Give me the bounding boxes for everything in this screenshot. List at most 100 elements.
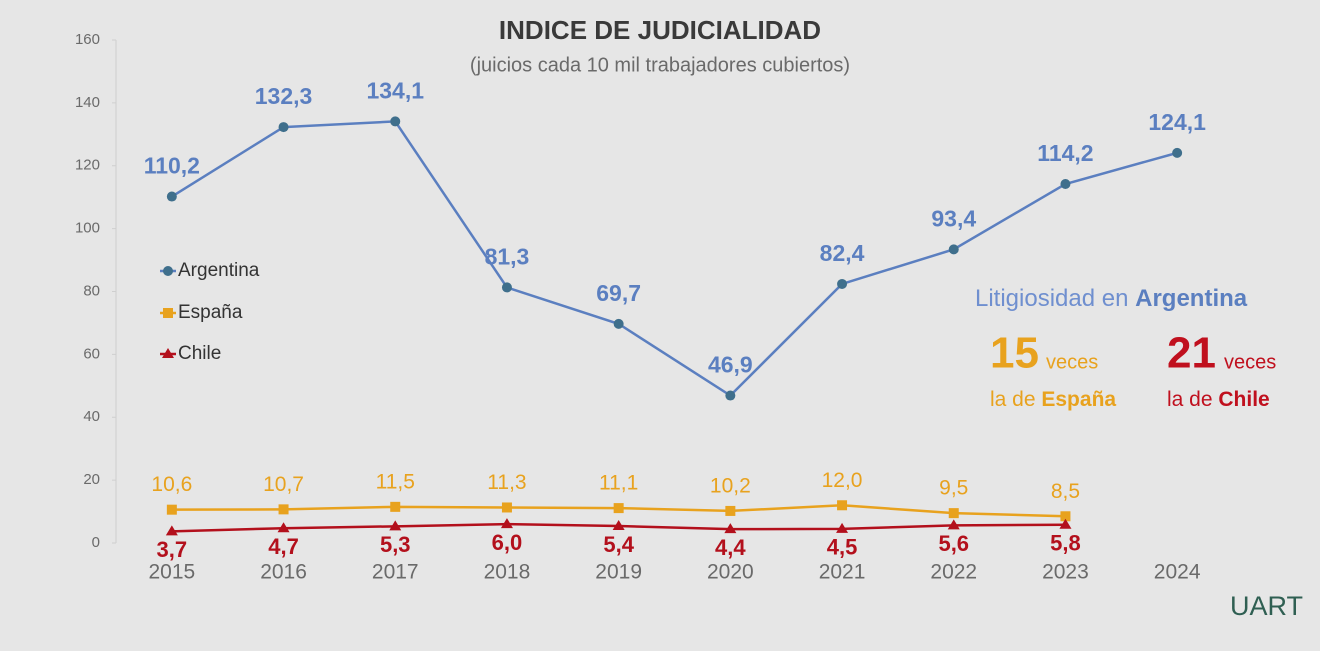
annotation-text: la de Chile [1167,388,1270,411]
point [390,501,401,512]
point [501,282,512,293]
data-label: 69,7 [596,280,641,306]
data-label: 46,9 [708,352,753,378]
point [500,518,513,529]
point [836,522,849,533]
point [1172,147,1183,158]
data-label: 10,2 [710,474,751,497]
data-label: 12,0 [822,469,863,492]
y-tick-label: 100 [75,220,100,237]
y-tick-label: 160 [75,31,100,48]
chart-title: INDICE DE JUDICIALIDAD [499,15,821,45]
x-tick-label: 2024 [1154,561,1201,584]
y-tick-label: 120 [75,157,100,174]
y-tick-label: 20 [83,471,100,488]
annotation-text: la de [1167,388,1218,411]
x-tick-label: 2018 [484,561,531,584]
data-label: 11,1 [599,472,638,495]
data-label: 93,4 [931,205,976,231]
annotation-text: la de España [990,388,1116,411]
annotation-number: 15 [990,329,1039,378]
point [613,503,624,514]
data-label: 134,1 [366,78,424,104]
x-tick-label: 2020 [707,561,754,584]
data-label: 9,5 [939,477,968,500]
point [163,308,173,318]
point [278,504,289,515]
annotation-number: 21 [1167,329,1216,378]
data-label: 5,6 [938,531,969,556]
point [947,519,960,530]
x-tick-label: 2022 [930,561,977,584]
y-tick-label: 0 [92,534,100,551]
data-label: 82,4 [820,240,865,266]
logo: UART [1230,591,1303,621]
point [612,520,625,531]
point [948,244,959,255]
point [278,122,289,133]
data-label: 3,7 [157,537,188,562]
annotation-text: la de [990,388,1041,411]
data-label: 5,3 [380,532,411,557]
point [613,318,624,329]
x-tick-label: 2023 [1042,561,1089,584]
data-label: 8,5 [1051,480,1080,503]
series-line [171,120,1178,398]
point [837,500,848,511]
point [837,278,848,289]
point [1060,511,1071,522]
point [390,116,401,127]
point [277,522,290,533]
annotation-text: Argentina [1135,285,1248,312]
point [166,191,177,202]
point [166,504,177,515]
point [389,520,402,531]
data-label: 11,3 [487,471,526,494]
data-label: 124,1 [1148,109,1206,135]
x-tick-label: 2015 [148,561,195,584]
x-tick-label: 2017 [372,561,419,584]
data-label: 4,5 [827,535,858,560]
annotation-text: España [1041,388,1116,411]
x-tick-label: 2016 [260,561,307,584]
data-label: 132,3 [255,83,313,109]
point [725,505,736,516]
point [1060,178,1071,189]
point [162,348,174,358]
point [948,508,959,519]
y-tick-label: 40 [83,408,100,425]
x-tick-label: 2019 [595,561,642,584]
data-label: 4,4 [715,535,746,560]
y-tick-label: 60 [83,345,100,362]
data-label: 114,2 [1037,140,1093,166]
data-label: 4,7 [268,534,299,559]
data-label: 10,7 [263,473,304,496]
annotation-text: veces [1046,351,1098,373]
data-label: 5,8 [1050,531,1081,556]
point [165,525,178,536]
data-label: 110,2 [144,153,200,179]
point [501,502,512,513]
data-label: 6,0 [492,530,523,555]
x-tick-label: 2021 [819,561,866,584]
legend-label: Chile [178,343,221,364]
annotation-text: Litigiosidad en [975,285,1135,312]
data-label: 5,4 [603,532,634,557]
legend-label: España [178,302,243,323]
chart-subtitle: (juicios cada 10 mil trabajadores cubier… [470,54,850,76]
point [1059,518,1072,529]
annotation-headline: Litigiosidad en Argentina [975,285,1248,312]
y-tick-label: 140 [75,94,100,111]
point [725,390,736,401]
y-tick-label: 80 [83,282,100,299]
annotation-text: Chile [1218,388,1269,411]
annotation-text: veces [1224,351,1276,373]
data-label: 11,5 [376,470,415,493]
point [163,266,173,276]
data-label: 81,3 [485,243,530,269]
point [724,523,737,534]
data-label: 10,6 [151,473,192,496]
legend-label: Argentina [178,260,260,281]
